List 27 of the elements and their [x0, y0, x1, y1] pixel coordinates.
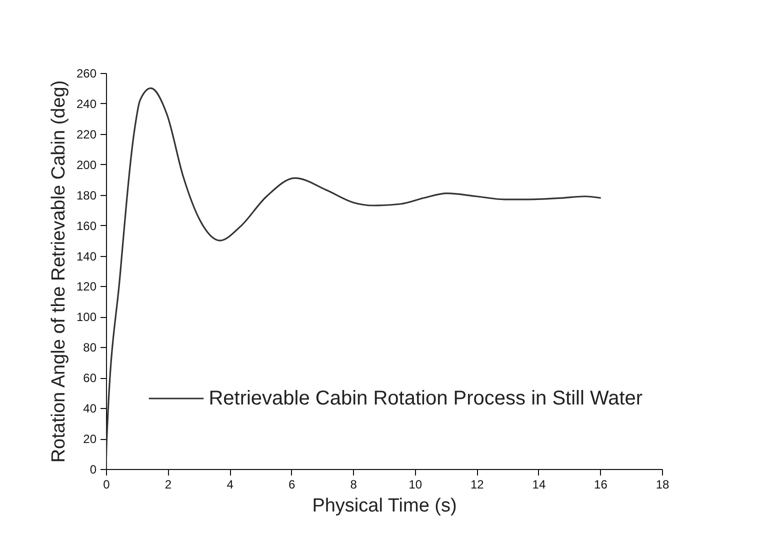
x-tick-label: 0 [103, 478, 110, 492]
y-tick-label: 220 [76, 127, 97, 142]
y-tick-label: 140 [76, 249, 97, 264]
x-tick-label: 6 [288, 478, 296, 492]
y-tick-label: 160 [76, 218, 97, 233]
y-tick-label: 40 [83, 402, 97, 416]
x-tick-label: 14 [532, 478, 546, 492]
x-axis-title: Physical Time (s) [312, 496, 457, 516]
y-tick-label: 20 [83, 432, 97, 446]
y-tick-label: 60 [83, 371, 97, 386]
legend-label: Retrievable Cabin Rotation Process in Still Water [208, 388, 643, 410]
y-tick-label: 180 [76, 188, 97, 202]
x-tick-label: 18 [656, 478, 670, 492]
x-tick-label: 16 [594, 478, 608, 492]
x-tick-label: 4 [226, 478, 234, 492]
y-axis-title: Rotation Angle of the Retrievable Cabin (deg) [48, 80, 70, 463]
y-tick-label: 0 [90, 462, 97, 476]
x-tick-label: 12 [470, 478, 484, 492]
x-tick-label: 10 [408, 478, 422, 492]
y-tick-label: 80 [83, 340, 97, 355]
x-tick-label: 8 [350, 478, 358, 492]
y-tick-label: 120 [76, 280, 97, 294]
y-tick-label: 100 [76, 310, 97, 324]
x-tick-label: 2 [164, 478, 172, 492]
y-tick-label: 240 [76, 96, 97, 111]
y-tick-label: 200 [76, 158, 97, 172]
y-tick-label: 260 [76, 66, 97, 80]
